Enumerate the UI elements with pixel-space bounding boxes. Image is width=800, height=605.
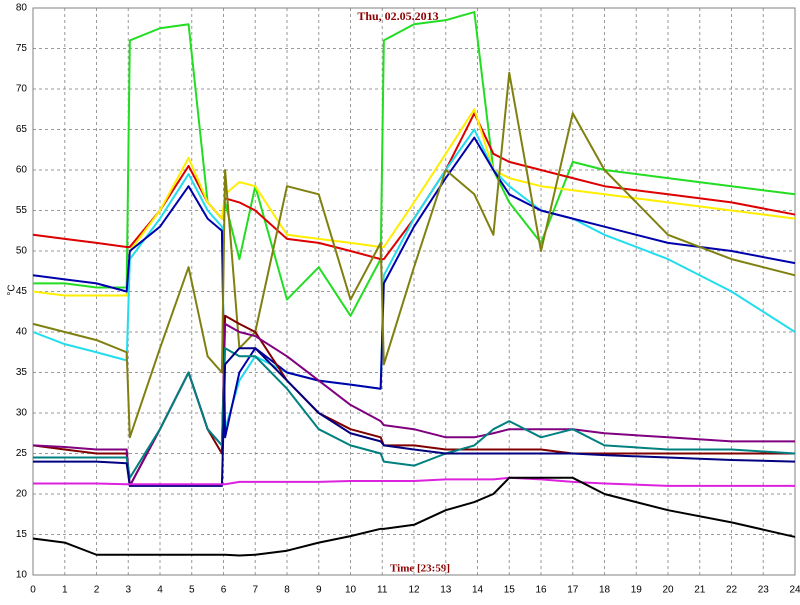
- x-tick-label: 15: [504, 585, 516, 596]
- y-tick-label: 80: [16, 3, 28, 14]
- x-tick-label: 22: [726, 585, 738, 596]
- x-tick-label: 1: [62, 585, 68, 596]
- x-tick-label: 5: [189, 585, 195, 596]
- y-tick-label: 10: [16, 570, 28, 581]
- x-tick-label: 11: [377, 585, 388, 596]
- y-tick-label: 25: [16, 448, 28, 459]
- series-line: [33, 11, 796, 317]
- x-tick-label: 6: [221, 585, 227, 596]
- y-axis-label: °C: [7, 284, 18, 295]
- y-tick-label: 75: [16, 43, 28, 54]
- series-line: [32, 322, 795, 487]
- series-line: [32, 476, 796, 557]
- series-line: [32, 108, 796, 297]
- x-axis-label: Time [23:59]: [390, 563, 450, 575]
- y-tick-label: 70: [16, 84, 28, 95]
- x-tick-label: 19: [631, 585, 643, 596]
- y-tick-label: 15: [16, 529, 28, 540]
- x-tick-label: 20: [662, 585, 674, 596]
- chart-title: Thu, 02.05.2013: [357, 9, 438, 23]
- y-tick-label: 45: [16, 286, 28, 297]
- x-tick-label: 14: [472, 585, 484, 596]
- y-tick-label: 60: [16, 165, 28, 176]
- series-line: [33, 347, 796, 479]
- x-tick-label: 17: [567, 585, 579, 596]
- x-tick-label: 12: [408, 585, 420, 596]
- y-tick-label: 20: [16, 489, 28, 500]
- x-tick-label: 13: [440, 585, 452, 596]
- y-tick-label: 55: [16, 205, 28, 216]
- x-tick-label: 24: [789, 585, 800, 596]
- y-tick-label: 30: [16, 408, 28, 419]
- x-tick-label: 2: [94, 585, 100, 596]
- x-tick-label: 8: [284, 585, 290, 596]
- y-tick-label: 65: [16, 124, 28, 135]
- x-tick-label: 9: [316, 585, 322, 596]
- y-tick-label: 35: [16, 367, 28, 378]
- x-tick-label: 4: [157, 585, 163, 596]
- series-line: [33, 476, 795, 487]
- series-line: [32, 136, 796, 439]
- series-line: [33, 347, 796, 487]
- x-tick-label: 0: [30, 585, 36, 596]
- y-tick-label: 40: [16, 327, 28, 338]
- y-tick-label: 50: [16, 246, 28, 257]
- series-line: [32, 71, 796, 439]
- x-tick-label: 21: [694, 585, 706, 596]
- x-tick-label: 10: [345, 585, 357, 596]
- x-tick-label: 18: [599, 585, 611, 596]
- x-tick-label: 7: [252, 585, 258, 596]
- x-tick-label: 16: [535, 585, 547, 596]
- x-tick-label: 3: [125, 585, 131, 596]
- x-tick-label: 23: [758, 585, 770, 596]
